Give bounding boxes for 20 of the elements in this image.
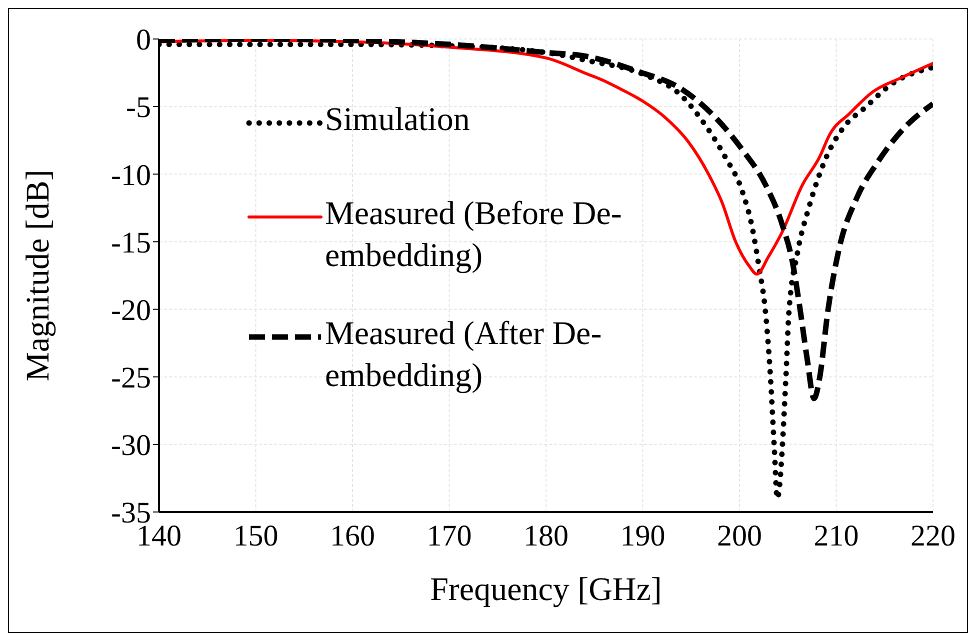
y-tick-label: -5 <box>126 91 151 124</box>
x-tick-label: 200 <box>717 519 762 552</box>
x-tick-label: 190 <box>620 519 666 552</box>
x-tick-label: 150 <box>233 519 278 552</box>
x-axis-title: Frequency [GHz] <box>430 572 662 608</box>
y-tick-label: -10 <box>111 158 151 192</box>
y-tick-label: 0 <box>136 24 151 57</box>
legend-label: Measured (Before De-embedding) <box>325 195 623 276</box>
y-tick-label: -15 <box>111 226 151 260</box>
y-tick-label: -20 <box>111 294 151 327</box>
x-tick-label: 180 <box>524 519 568 552</box>
legend-label: Simulation <box>325 101 471 140</box>
y-axis-title: Magnitude [dB] <box>20 170 57 382</box>
x-tick-label: 170 <box>426 519 472 552</box>
legend-label: Measured (After De-embedding) <box>325 315 603 396</box>
x-tick-label: 160 <box>330 519 375 552</box>
x-tick-label: 210 <box>814 519 859 552</box>
x-tick-label: 220 <box>910 519 956 552</box>
y-tick-label: -30 <box>111 429 151 462</box>
y-tick-label: -25 <box>111 362 151 395</box>
